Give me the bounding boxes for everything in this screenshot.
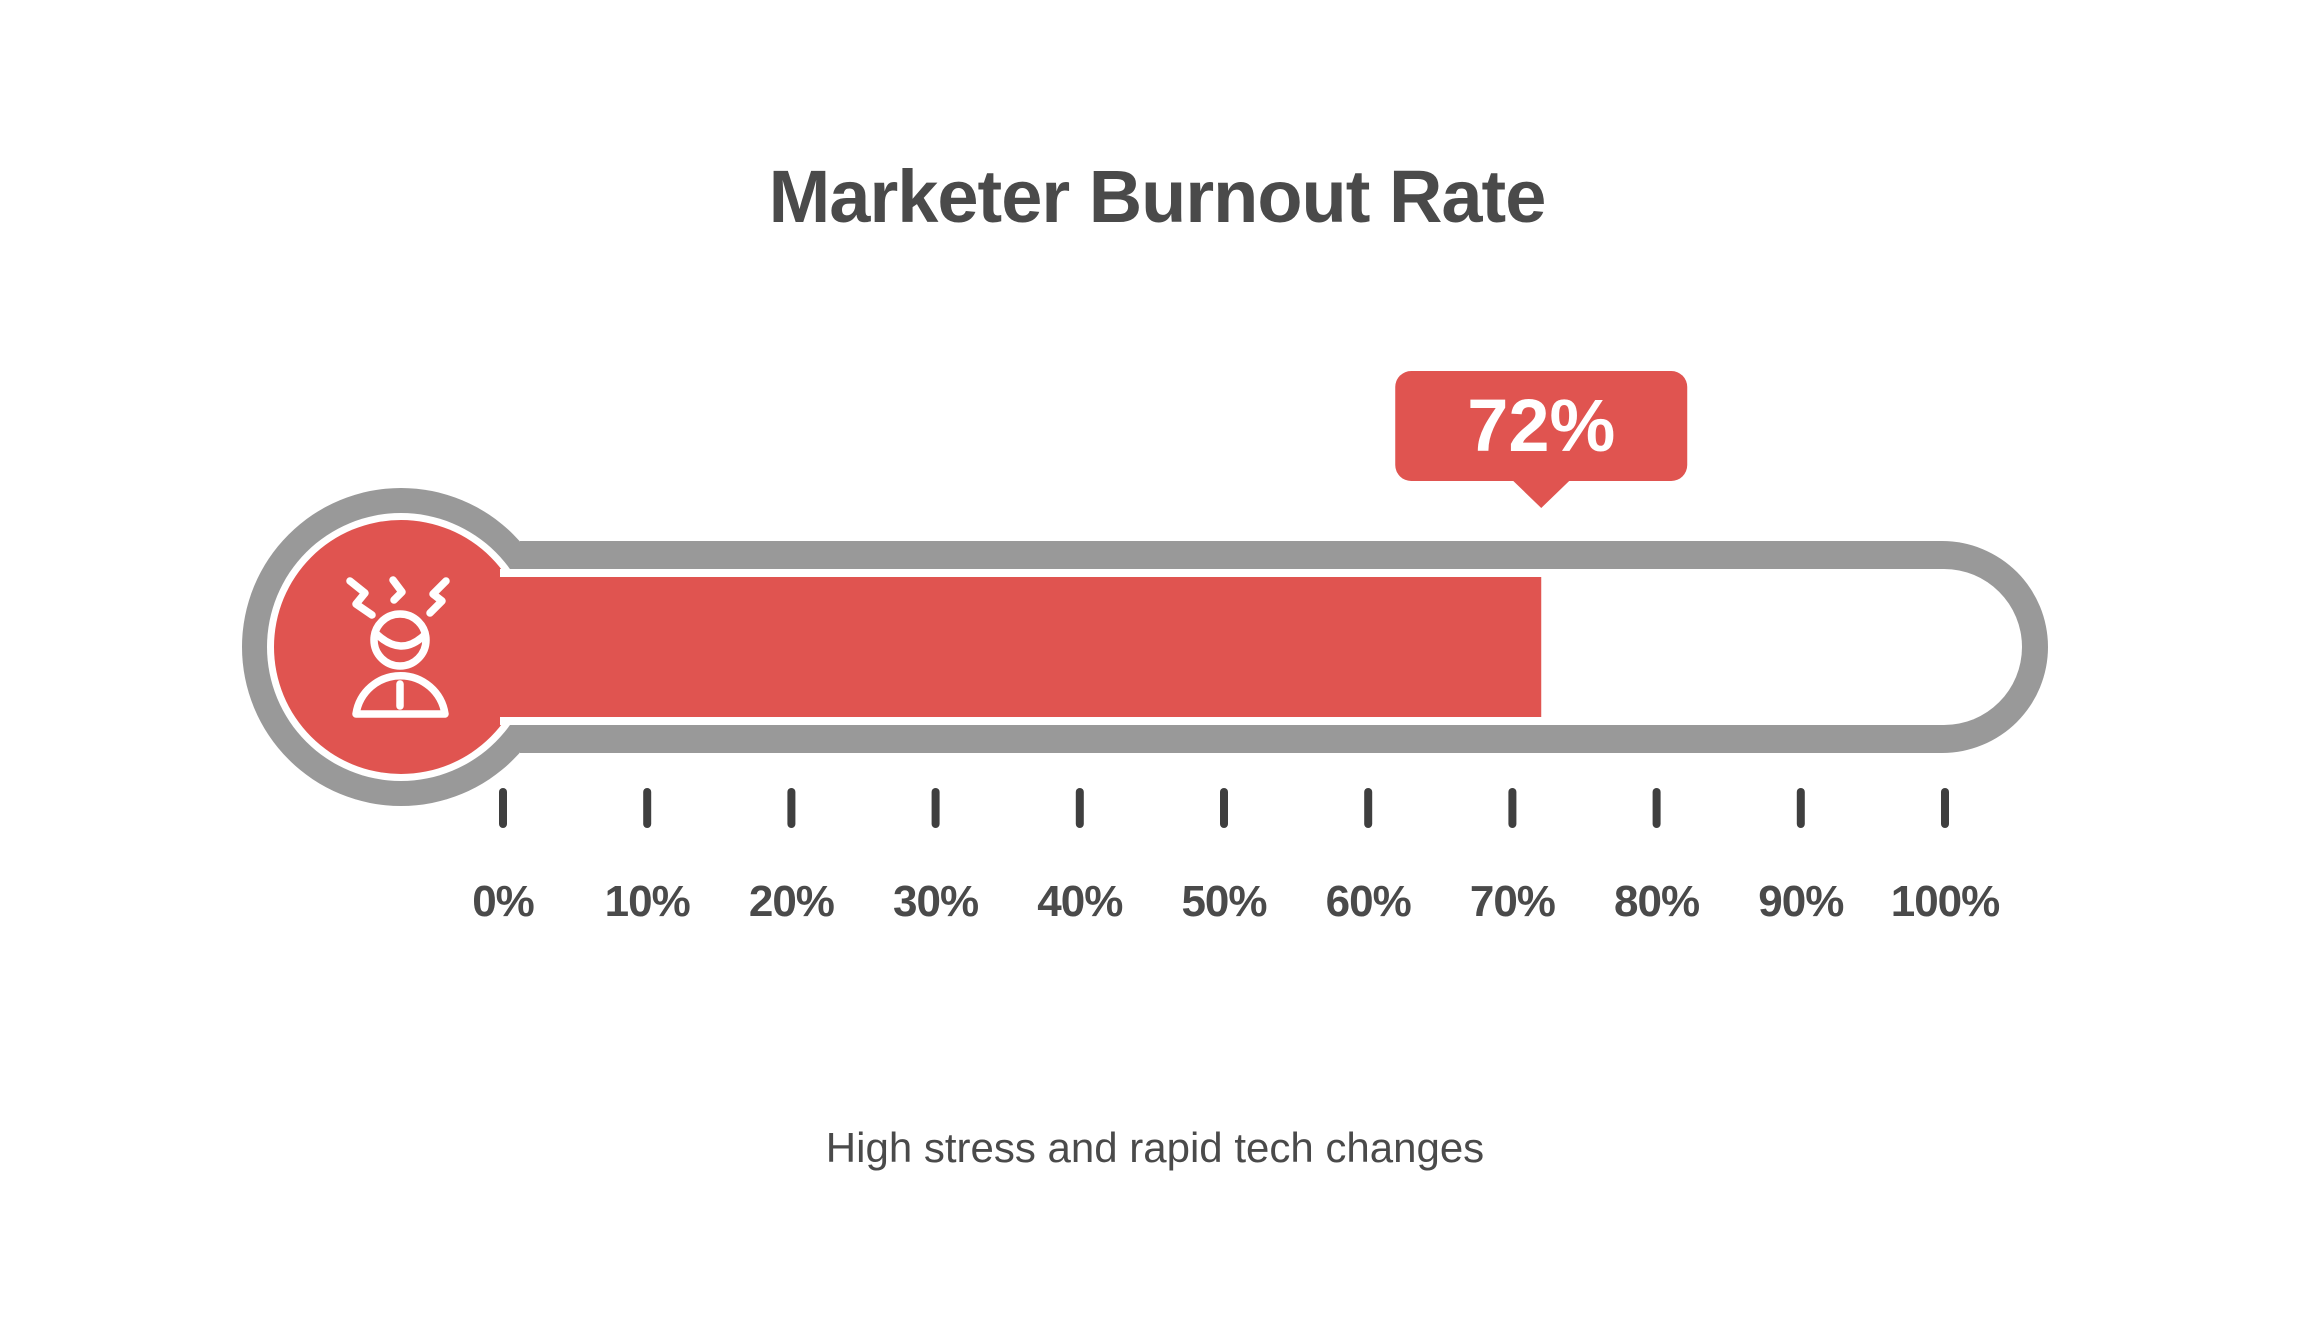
tick-label: 10% bbox=[605, 877, 690, 926]
stress-zigzag-center bbox=[389, 576, 406, 604]
tick-label: 30% bbox=[893, 877, 978, 926]
person-hair bbox=[371, 629, 429, 650]
tick-label: 90% bbox=[1758, 877, 1843, 926]
tick-label: 80% bbox=[1614, 877, 1699, 926]
tick-label: 60% bbox=[1326, 877, 1411, 926]
tick-label: 0% bbox=[472, 877, 534, 926]
axis-ticks: 0% 10% 20% 30% 40% 50% 60% 70% 80% 90% 100% bbox=[472, 788, 2000, 926]
tick-label: 40% bbox=[1037, 877, 1122, 926]
badge-value-label: 72% bbox=[1467, 384, 1615, 467]
person-body bbox=[352, 672, 449, 718]
tick-mark bbox=[1652, 788, 1661, 828]
chart-caption: High stress and rapid tech changes bbox=[826, 1124, 1484, 1171]
tick-mark bbox=[1364, 788, 1373, 828]
tick-label: 100% bbox=[1891, 877, 2000, 926]
tick-label: 70% bbox=[1470, 877, 1555, 926]
tick-mark bbox=[643, 788, 652, 828]
tick-label: 50% bbox=[1181, 877, 1266, 926]
value-badge: 72% bbox=[1395, 371, 1688, 508]
stress-zigzag-right bbox=[426, 577, 450, 617]
tick-mark bbox=[1220, 788, 1228, 828]
chart-title: Marketer Burnout Rate bbox=[769, 155, 1546, 238]
stressed-person-icon bbox=[346, 576, 450, 718]
tick-mark bbox=[787, 788, 796, 828]
tick-mark bbox=[1075, 788, 1084, 828]
tick-mark bbox=[931, 788, 940, 828]
tick-mark bbox=[1941, 788, 1949, 828]
person-head bbox=[370, 610, 430, 670]
badge-bubble bbox=[1395, 371, 1688, 481]
badge-pointer bbox=[1511, 479, 1572, 508]
tick-mark bbox=[499, 788, 507, 828]
tick-mark bbox=[1508, 788, 1517, 828]
gauge-fill bbox=[400, 577, 1542, 717]
stress-zigzag-left bbox=[346, 577, 376, 619]
tick-mark bbox=[1796, 788, 1805, 828]
tick-label: 20% bbox=[749, 877, 834, 926]
